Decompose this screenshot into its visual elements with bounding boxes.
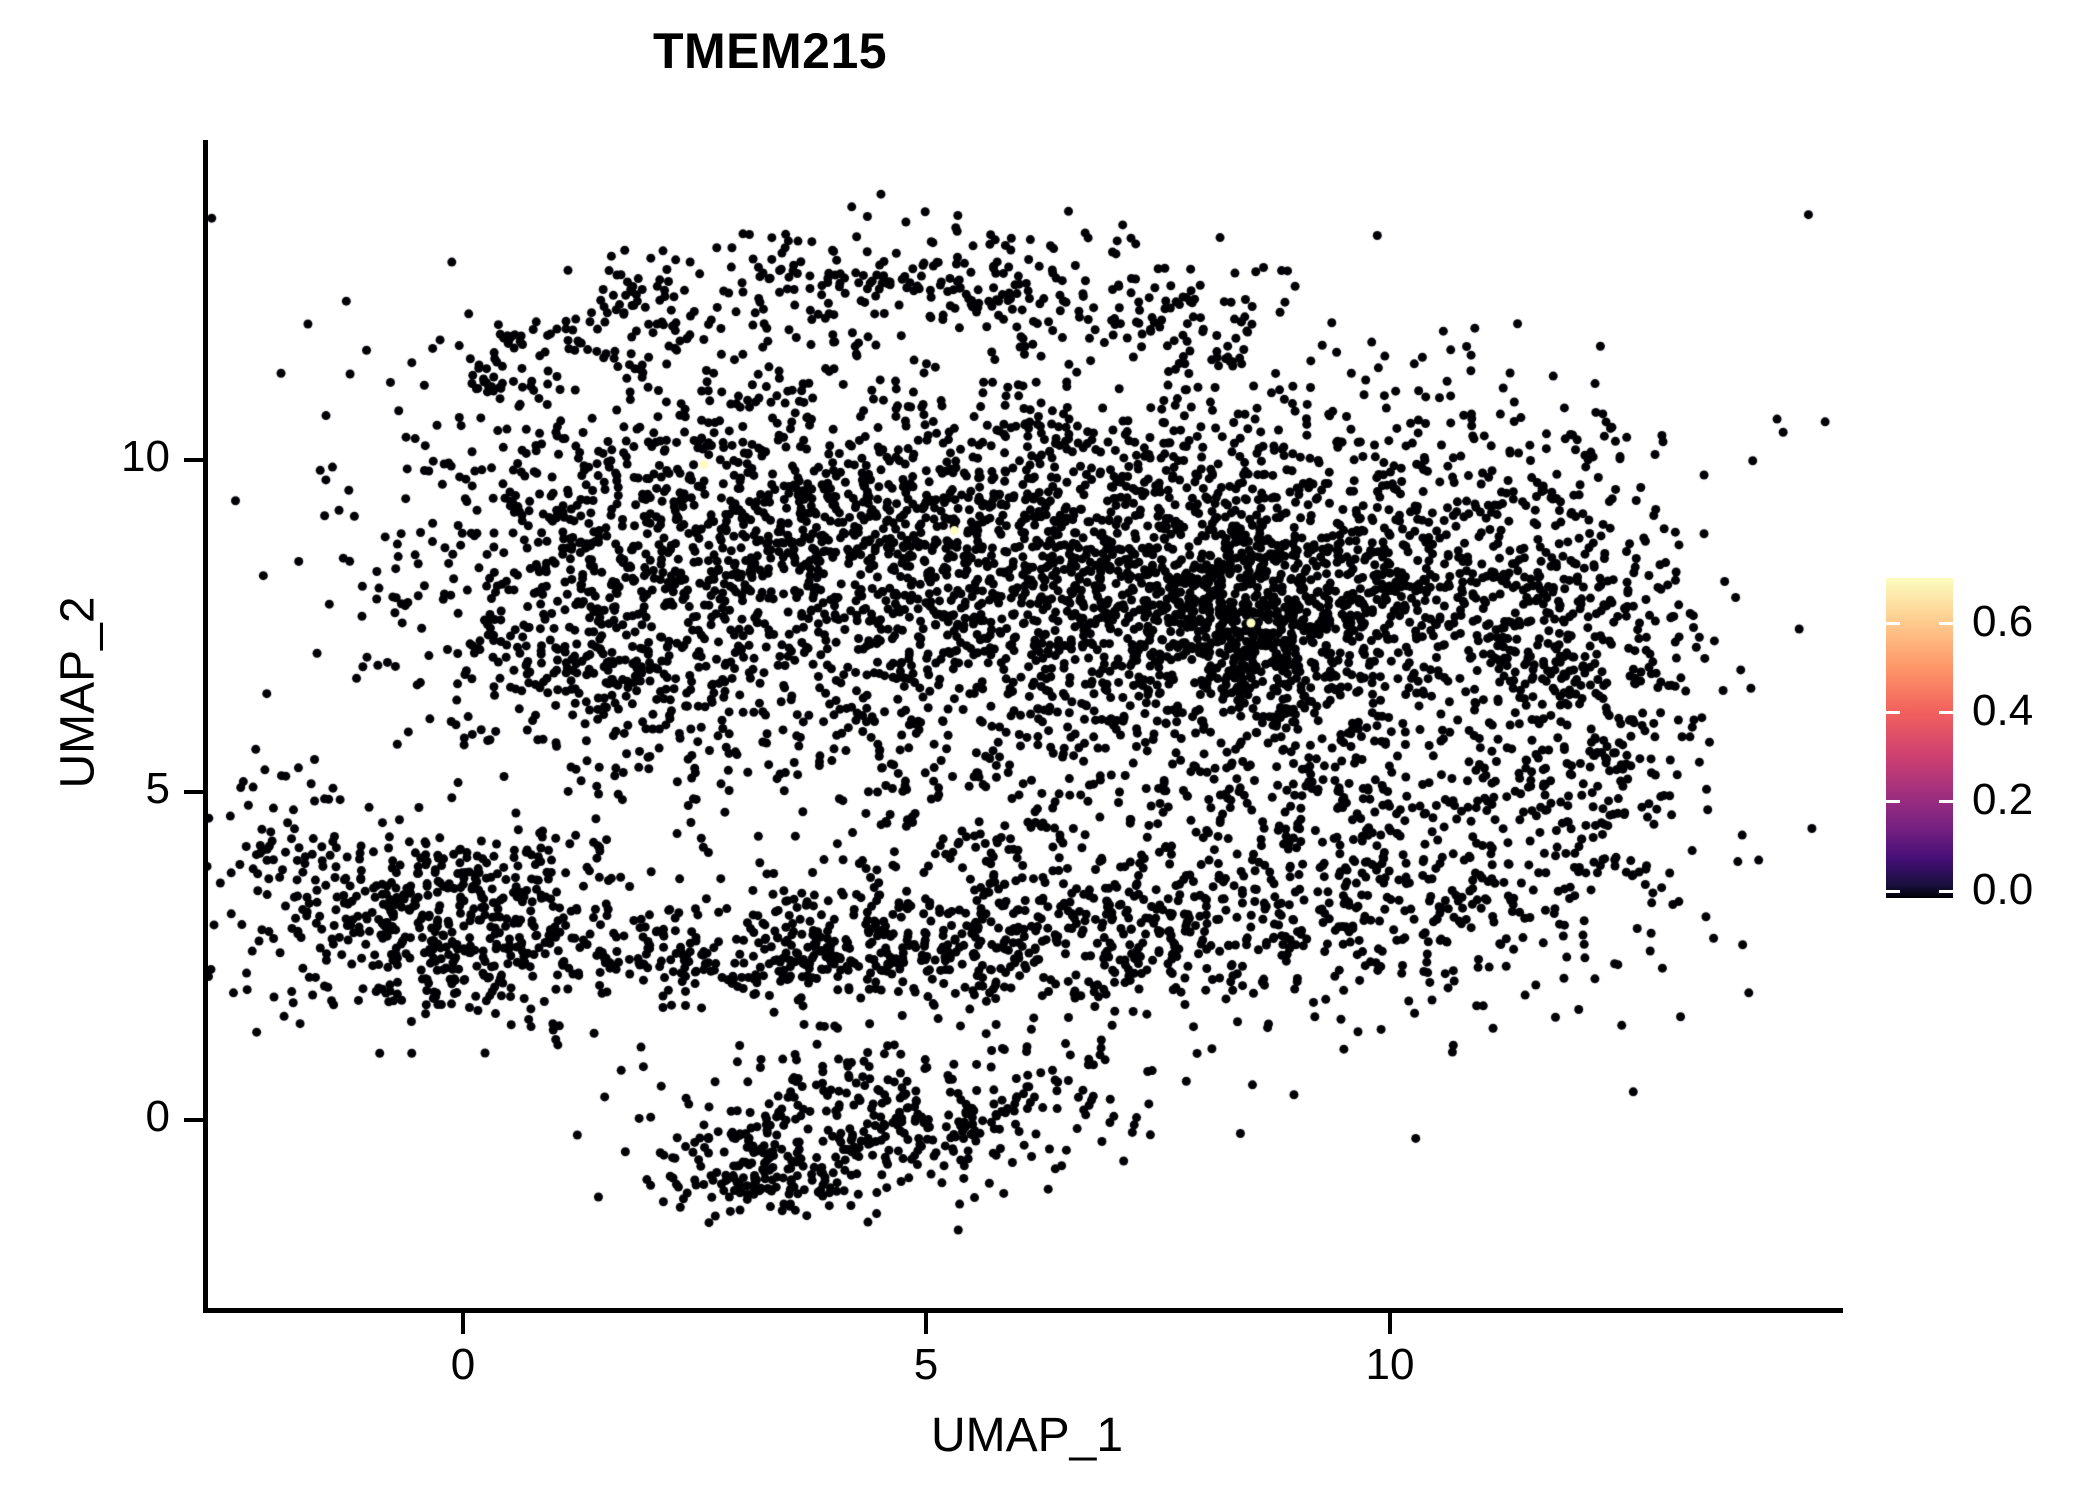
y-tick-label-10: 10 — [121, 432, 170, 481]
scatter-plot-panel — [207, 140, 1847, 1310]
y-axis-line — [203, 140, 208, 1313]
colorbar-tick-0.6-left — [1886, 622, 1900, 625]
y-tick-label-0: 0 — [145, 1092, 170, 1141]
scatter-points-canvas — [207, 140, 1847, 1310]
colorbar-tick-0.2-left — [1886, 800, 1900, 803]
x-tick-mark-0 — [461, 1313, 465, 1334]
colorbar-label-0.0: 0.0 — [1972, 865, 2034, 914]
y-tick-mark-5 — [184, 790, 204, 794]
page-title: TMEM215 — [652, 23, 888, 79]
y-axis-title: UMAP_2 — [51, 596, 105, 789]
x-tick-label-5: 5 — [913, 1340, 939, 1389]
colorbar-tick-0.2-right — [1939, 800, 1953, 803]
y-tick-mark-0 — [184, 1118, 204, 1122]
x-tick-mark-10 — [1388, 1313, 1392, 1334]
x-axis-title: UMAP_1 — [930, 1409, 1124, 1462]
x-tick-label-10: 10 — [1365, 1340, 1415, 1389]
colorbar-tick-0.4-left — [1886, 711, 1900, 714]
y-tick-label-5: 5 — [145, 764, 170, 813]
colorbar-tick-0.0-right — [1939, 890, 1953, 893]
x-tick-mark-5 — [924, 1313, 928, 1334]
colorbar-tick-0.0-left — [1886, 890, 1900, 893]
colorbar-gradient — [1886, 578, 1953, 898]
colorbar-tick-0.6-right — [1939, 622, 1953, 625]
colorbar-label-0.2: 0.2 — [1972, 775, 2034, 824]
x-axis-line — [203, 1308, 1843, 1313]
y-tick-mark-10 — [184, 458, 204, 462]
colorbar-label-0.6: 0.6 — [1972, 597, 2034, 646]
colorbar-tick-0.4-right — [1939, 711, 1953, 714]
colorbar-label-0.4: 0.4 — [1972, 686, 2034, 735]
x-tick-label-0: 0 — [450, 1340, 476, 1389]
